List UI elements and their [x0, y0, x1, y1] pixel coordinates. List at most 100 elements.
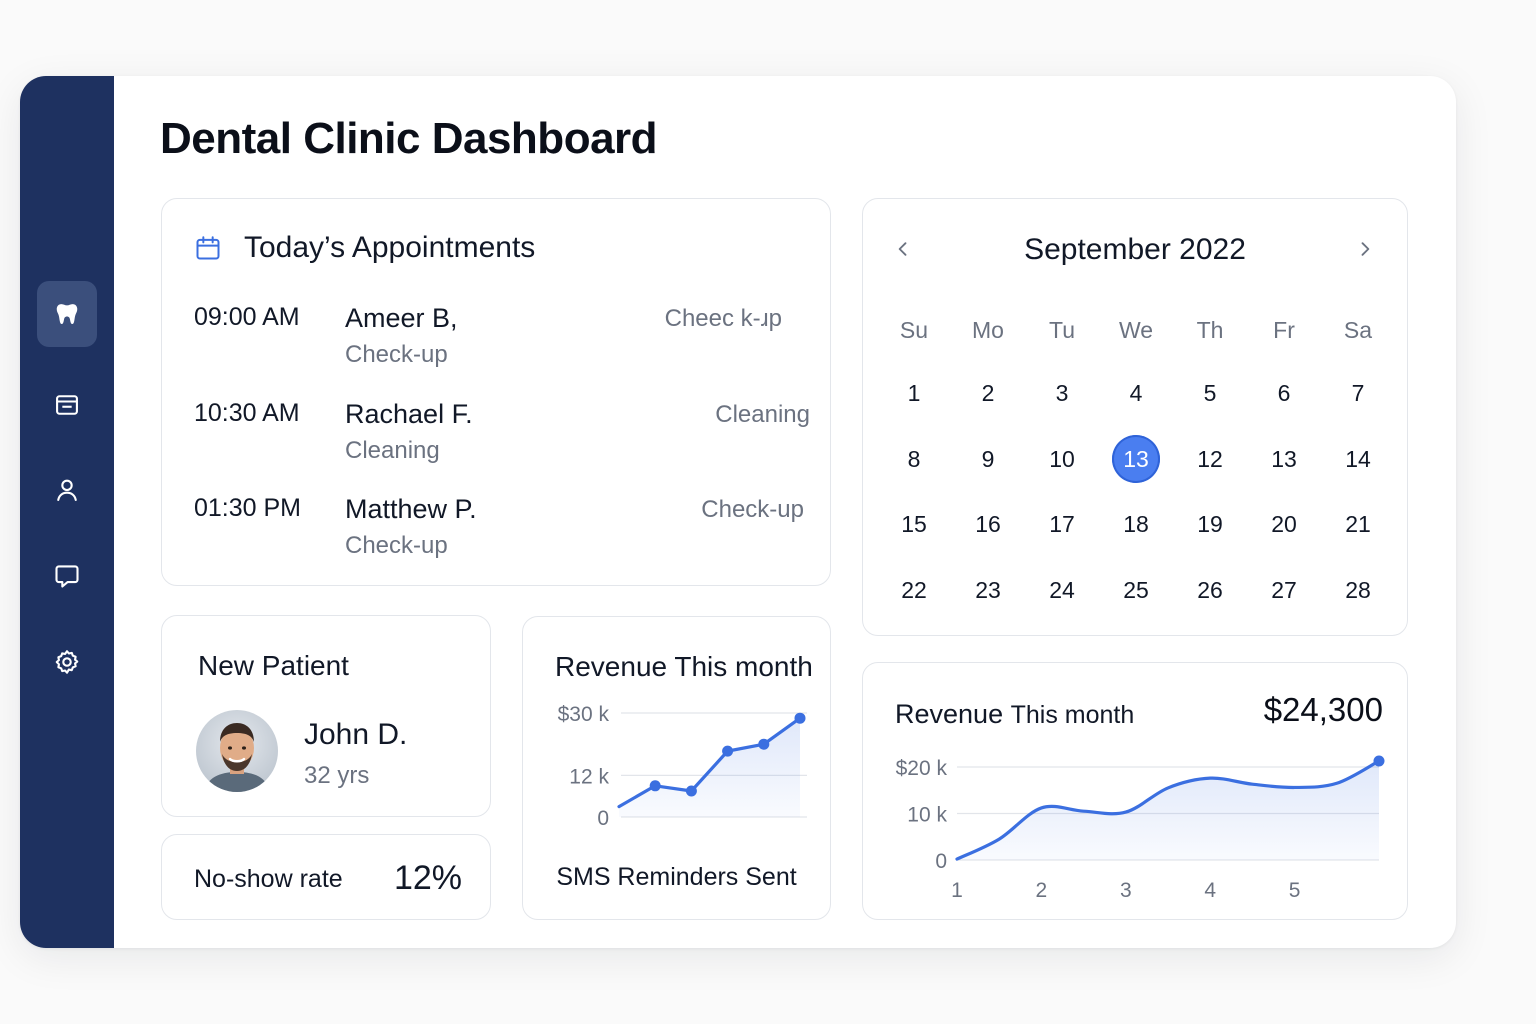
- calendar-day[interactable]: 2: [981, 380, 995, 407]
- weekday-label: Sa: [1343, 316, 1373, 343]
- avatar: [196, 710, 278, 792]
- sidebar-item-patients[interactable]: [37, 457, 97, 523]
- data-point: [1373, 755, 1385, 767]
- y-tick-label: $20 k: [896, 757, 948, 780]
- weekday-label: Su: [899, 316, 929, 343]
- x-tick-label: 3: [1120, 879, 1132, 902]
- appointments-header: Today’s Appointments: [194, 231, 535, 265]
- calendar-day[interactable]: 20: [1271, 511, 1297, 538]
- tooth-icon: [56, 304, 78, 325]
- appointment-row[interactable]: 01:30 PM Matthew P. Check-up Check-up: [194, 494, 808, 580]
- calendar-week: 8 9 10 13 12 13 14: [877, 427, 1395, 493]
- calendar-day[interactable]: 25: [1123, 576, 1149, 603]
- calendar-day[interactable]: 18: [1123, 511, 1149, 538]
- y-tick-label: 0: [597, 807, 609, 830]
- calendar-day[interactable]: 28: [1345, 576, 1371, 603]
- calendar-day[interactable]: 7: [1351, 380, 1365, 407]
- calendar-month-title: September 2022: [1024, 233, 1246, 266]
- revenue-big-title: Revenue This month: [895, 699, 1134, 730]
- appointment-type: Cheec k-ɹp: [664, 305, 782, 332]
- chat-icon: [55, 565, 79, 588]
- appointment-row[interactable]: 10:30 AM Rachael F. Cleaning Cleaning: [194, 399, 810, 485]
- weekday-label: Th: [1196, 316, 1224, 343]
- series-area: [957, 760, 1379, 860]
- x-tick-label: 1: [951, 879, 963, 902]
- calendar-day[interactable]: 6: [1277, 380, 1291, 407]
- calendar-day[interactable]: 3: [1055, 380, 1069, 407]
- calendar-day[interactable]: 27: [1271, 576, 1297, 603]
- calendar-day[interactable]: 19: [1197, 511, 1223, 538]
- appointment-type: Cleaning: [715, 401, 810, 428]
- data-point: [649, 780, 661, 792]
- appointments-title: Today’s Appointments: [244, 231, 536, 264]
- new-patient-age: 32 yrs: [304, 762, 370, 789]
- calendar-day-selected[interactable]: 13: [1099, 435, 1173, 484]
- y-tick-label: 12 k: [569, 765, 609, 788]
- x-tick-label: 5: [1289, 879, 1301, 902]
- calendar-grid: Su Mo Tu We Th Fr Sa 1 2 3 4 5 6 7 8 9 1…: [877, 299, 1395, 623]
- appointment-time: 09:00 AM: [194, 303, 300, 331]
- calendar-day[interactable]: 21: [1345, 511, 1371, 538]
- next-month-button[interactable]: [1351, 235, 1379, 263]
- appointment-service: Check-up: [345, 532, 448, 559]
- revenue-big-title-main: Revenue: [895, 699, 1004, 729]
- x-tick-label: 2: [1036, 879, 1048, 902]
- calendar-day[interactable]: 9: [981, 445, 995, 472]
- calendar-day[interactable]: 8: [907, 445, 921, 472]
- calendar-day[interactable]: 23: [975, 576, 1001, 603]
- revenue-big-chart: $20 k 10 k 01 2 3 4 5: [896, 755, 1385, 902]
- revenue-big-title-sub: This month: [1010, 701, 1135, 729]
- no-show-card: No-show rate 12%: [161, 834, 491, 920]
- calendar-day[interactable]: 1: [907, 380, 921, 407]
- no-show-value: 12%: [393, 859, 462, 897]
- series-line: [617, 716, 802, 809]
- calendar-day[interactable]: 16: [975, 511, 1001, 538]
- calendar-day[interactable]: 12: [1197, 445, 1223, 472]
- y-tick-label: 0: [935, 850, 947, 873]
- calendar-day[interactable]: 5: [1203, 380, 1217, 407]
- weekday-label: Tu: [1049, 316, 1075, 343]
- appointment-row[interactable]: 09:00 AM Ameer B, Check-up Cheec k-ɹp: [194, 303, 808, 389]
- sidebar-item-messages[interactable]: [37, 543, 97, 609]
- calendar-day[interactable]: 10: [1049, 445, 1075, 472]
- prev-month-button[interactable]: [889, 235, 917, 263]
- weekday-label: Mo: [972, 316, 1004, 343]
- y-tick-label: 10 k: [907, 804, 947, 827]
- weekday-label: We: [1118, 316, 1154, 343]
- y-tick-label: $30 k: [558, 703, 610, 726]
- sms-reminders-label: SMS Reminders Sent: [556, 863, 797, 891]
- sidebar-item-settings[interactable]: [37, 629, 97, 695]
- appointments-card: Today’s Appointments 09:00 AM Ameer B, C…: [161, 198, 831, 586]
- calendar-day[interactable]: 4: [1129, 380, 1143, 407]
- series-area: [619, 718, 800, 817]
- user-icon: [57, 479, 77, 501]
- no-show-label: No-show rate: [194, 865, 343, 893]
- appointment-patient: Rachael F.: [345, 399, 473, 429]
- appointment-patient: Ameer B,: [345, 303, 458, 333]
- calendar-day[interactable]: 15: [901, 511, 927, 538]
- data-point: [794, 712, 806, 724]
- calendar-day[interactable]: 26: [1197, 576, 1223, 603]
- calendar-week: 15 16 17 18 19 20 21: [877, 492, 1395, 558]
- revenue-total: $24,300: [1263, 691, 1383, 728]
- calendar-week: 1 2 3 4 5 6 7: [877, 361, 1395, 427]
- dashboard-window: Dental Clinic Dashboard Today’s Appointm…: [20, 76, 1456, 948]
- weekday-label: Fr: [1273, 316, 1295, 343]
- calendar-day[interactable]: 13: [1271, 445, 1297, 472]
- calendar-icon: [196, 236, 220, 260]
- calendar-day[interactable]: 24: [1049, 576, 1075, 603]
- appointment-patient: Matthew P.: [345, 494, 477, 524]
- new-patient-card[interactable]: New Patient John D. 3: [161, 615, 491, 817]
- data-point: [722, 745, 734, 757]
- page-title: Dental Clinic Dashboard: [160, 114, 658, 163]
- calendar-day[interactable]: 22: [901, 576, 927, 603]
- calendar-day[interactable]: 17: [1049, 511, 1075, 538]
- sidebar-item-dental[interactable]: [37, 281, 97, 347]
- series-line: [955, 759, 1381, 861]
- sidebar: [20, 76, 114, 948]
- sidebar-item-records[interactable]: [37, 372, 97, 438]
- calendar-day[interactable]: 14: [1345, 445, 1371, 472]
- new-patient-title: New Patient: [198, 650, 349, 681]
- chevron-left-icon: [898, 242, 907, 256]
